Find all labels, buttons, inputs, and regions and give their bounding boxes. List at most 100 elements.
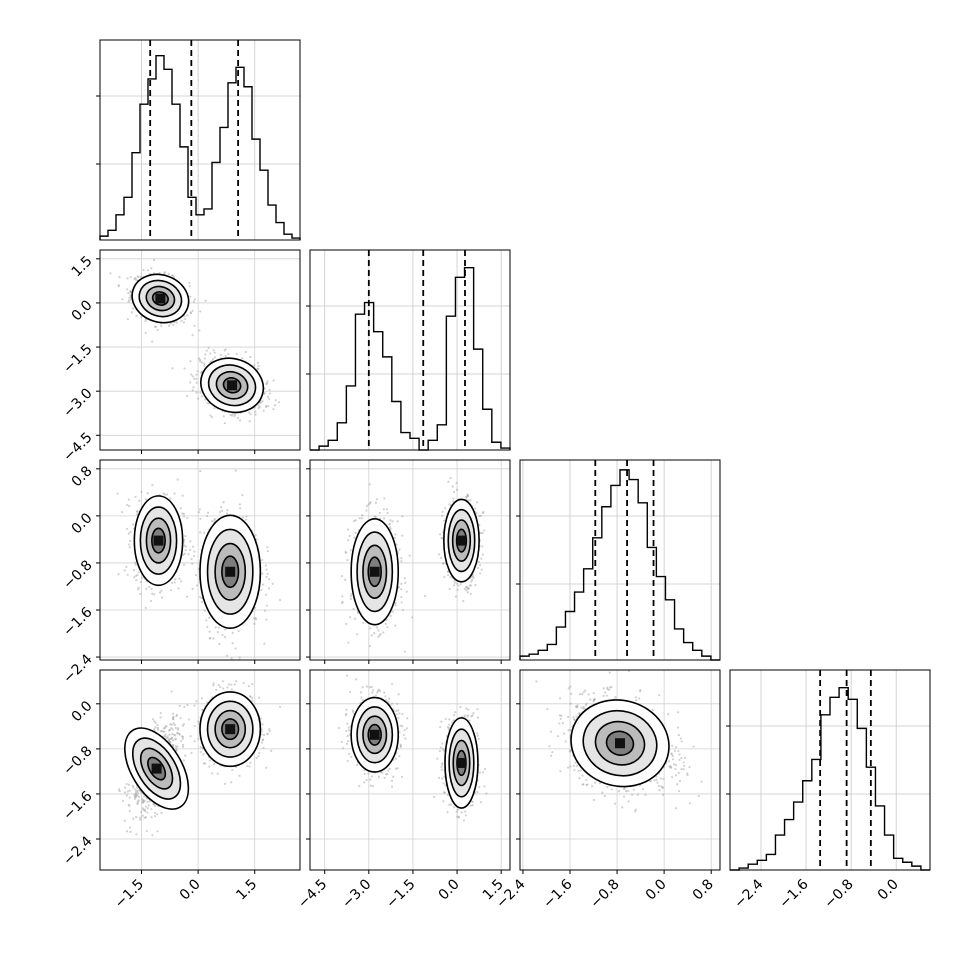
scatter-point [160,729,164,733]
scatter-point [199,531,202,534]
scatter-point [256,361,260,364]
scatter-point [466,591,469,594]
scatter-point [181,735,184,738]
scatter-point [118,789,121,793]
scatter-point [143,816,146,819]
scatter-point [349,597,353,601]
scatter-point [174,745,178,748]
scatter-point [345,622,348,626]
scatter-point [263,392,266,395]
scatter-point [394,602,397,605]
scatter-point [452,500,455,503]
scatter-point [186,395,189,398]
scatter-point [152,802,155,806]
scatter-point [153,593,156,596]
scatter-point [466,495,469,498]
scatter-point [408,554,411,557]
scatter-point [465,585,469,588]
scatter-point [261,400,264,403]
scatter-point [189,381,192,384]
scatter-point [174,578,177,581]
scatter-point [264,405,268,409]
scatter-point [208,616,211,619]
scatter-point [127,803,130,806]
scatter-panel-2-1 [306,459,511,664]
scatter-point [176,731,179,735]
scatter-point [179,507,182,510]
scatter-point [253,622,256,626]
scatter-point [135,793,138,797]
scatter-point [464,586,468,589]
scatter-point [166,737,169,740]
scatter-point [440,536,443,540]
scatter-point [169,738,172,741]
scatter-point [141,576,144,579]
scatter-point [466,587,469,590]
scatter-point [256,367,259,371]
scatter-point [168,728,172,732]
scatter-point [395,543,398,546]
scatter-point [182,563,186,566]
scatter-point [186,314,189,317]
scatter-point [394,624,397,627]
scatter-point [174,737,177,740]
scatter-point [137,799,140,802]
scatter-point [175,713,178,716]
density-peak [153,535,164,546]
scatter-point [377,629,380,632]
scatter-point [267,577,271,581]
scatter-point [224,628,227,631]
scatter-point [134,561,137,564]
scatter-point [134,791,138,795]
scatter-point [439,556,443,560]
scatter-point [135,579,138,582]
scatter-point [218,643,221,646]
scatter-point [388,522,391,526]
scatter-point [134,574,138,577]
scatter-point [274,404,277,407]
scatter-point [477,560,481,563]
scatter-point [400,557,403,560]
scatter-point [123,569,126,572]
scatter-point [260,588,263,591]
scatter-point [394,604,397,607]
scatter-point [217,626,220,629]
scatter-point [121,799,125,803]
scatter-point [158,591,162,594]
scatter-point [192,554,196,558]
scatter-point [118,788,121,791]
scatter-point [443,575,446,579]
scatter-point [473,507,477,510]
scatter-point [124,786,127,789]
scatter-point [244,350,247,354]
scatter-point [369,501,372,504]
scatter-point [248,420,251,423]
scatter-point [200,371,203,374]
scatter-point [140,315,143,318]
scatter-point [257,406,260,410]
scatter-point [191,309,194,312]
axes-frame [99,249,301,451]
scatter-point [156,726,160,730]
scatter-point [131,784,134,787]
scatter-point [136,510,139,514]
scatter-point [209,414,212,417]
scatter-point [170,727,173,730]
scatter-point [133,576,136,579]
scatter-point [183,367,186,370]
scatter-point [220,509,224,512]
scatter-point [222,501,225,504]
scatter-point [203,531,206,534]
scatter-point [265,404,268,407]
scatter-point [127,498,131,501]
scatter-point [466,493,469,497]
density-peak [225,566,236,577]
scatter-point [347,641,350,644]
scatter-point [476,566,480,570]
scatter-point [265,382,269,385]
scatter-point [212,349,215,352]
scatter-point [384,622,387,625]
scatter-point [117,284,120,287]
scatter-point [254,413,257,416]
scatter-point [132,817,135,820]
